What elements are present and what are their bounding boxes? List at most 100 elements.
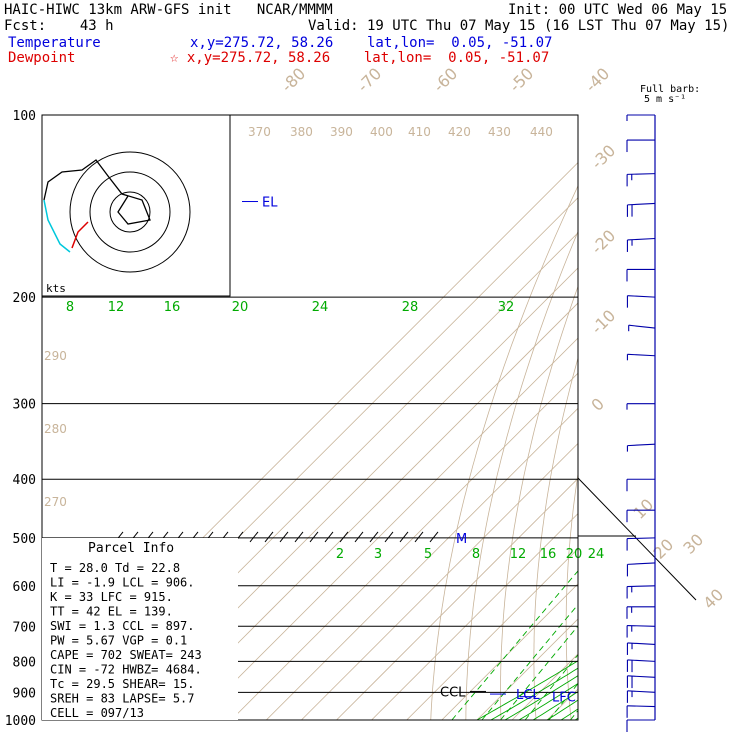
pressure-tick-label: 500 bbox=[13, 532, 36, 547]
dewpoint-profile-line bbox=[592, 115, 740, 720]
parcel-info-row: TT = 42 EL = 139. bbox=[50, 605, 173, 619]
isotherm-label: 10 bbox=[629, 495, 657, 523]
freezing-hatch bbox=[324, 531, 334, 543]
level-marker-label: LCL bbox=[516, 688, 540, 703]
wind-barb bbox=[627, 353, 656, 357]
level-marker-label: CCL bbox=[440, 685, 466, 700]
theta-label: 380 bbox=[290, 125, 313, 139]
wind-barb bbox=[627, 537, 656, 540]
theta-label: 440 bbox=[530, 125, 553, 139]
moist-adiabat-line bbox=[476, 660, 578, 720]
freezing-hatch bbox=[309, 531, 319, 543]
isotherm-label: -10 bbox=[587, 306, 619, 338]
isotherm-line bbox=[160, 302, 578, 720]
mixing-ratio-label: 16 bbox=[164, 300, 181, 315]
parcel-info-row: CIN = -72 HWBZ= 4684. bbox=[50, 663, 202, 677]
isotherm-label: -40 bbox=[581, 64, 613, 96]
hodograph-ring bbox=[69, 151, 191, 273]
parcel-info-row: T = 28.0 Td = 22.8 bbox=[50, 561, 180, 575]
pressure-tick-label: 300 bbox=[13, 398, 36, 413]
parcel-info-row: Tc = 29.5 SHEAR= 15. bbox=[50, 677, 195, 691]
isotherm-line bbox=[406, 548, 578, 720]
freezing-hatch bbox=[294, 531, 304, 543]
theta-label: 290 bbox=[44, 349, 67, 363]
hodograph-unit-label: kts bbox=[46, 282, 66, 295]
mixing-ratio-label: 2 bbox=[336, 547, 344, 562]
freezing-hatch bbox=[354, 531, 364, 543]
moist-adiabat-line bbox=[574, 717, 578, 720]
dewpoint-location: ☆ x,y=275.72, 58.26 lat,lon= 0.05, -51.0… bbox=[170, 50, 550, 66]
parcel-info-row: LI = -1.9 LCL = 906. bbox=[50, 576, 195, 590]
isotherm-line bbox=[617, 115, 740, 720]
theta-label: 430 bbox=[488, 125, 511, 139]
hodograph-ring bbox=[109, 191, 151, 233]
barb-connector bbox=[577, 477, 697, 601]
temperature-location: x,y=275.72, 58.26 lat,lon= 0.05, -51.07 bbox=[190, 35, 553, 51]
parcel-info-row: CELL = 097/13 bbox=[50, 706, 144, 720]
isotherm-line bbox=[441, 583, 578, 720]
freezing-hatch bbox=[249, 531, 259, 543]
hodograph-trace-low bbox=[71, 221, 89, 249]
hodograph-ring bbox=[89, 171, 171, 253]
theta-label: 400 bbox=[370, 125, 393, 139]
dry-adiabat-line bbox=[430, 184, 578, 720]
mixing-ratio-label: 32 bbox=[498, 300, 515, 315]
mixing-ratio-line bbox=[570, 709, 578, 720]
moist-adiabat-line bbox=[504, 675, 578, 720]
dewpoint-legend: Dewpoint bbox=[8, 50, 76, 66]
mixing-ratio-label: 24 bbox=[312, 300, 329, 315]
freezing-hatch bbox=[414, 531, 424, 543]
isotherm-line bbox=[195, 337, 578, 720]
hodograph-frame bbox=[41, 114, 231, 297]
mixing-ratio-label: 20 bbox=[232, 300, 249, 315]
dry-adiabat-line bbox=[465, 230, 578, 720]
dry-adiabat-line bbox=[657, 115, 740, 720]
temperature-legend: Temperature bbox=[8, 35, 101, 51]
isotherm-line bbox=[652, 115, 740, 720]
theta-label: 420 bbox=[448, 125, 471, 139]
freezing-hatch bbox=[339, 531, 349, 543]
isotherm-line bbox=[301, 442, 578, 720]
isotherm-label: -50 bbox=[505, 64, 537, 96]
level-marker-label: EL bbox=[262, 196, 278, 211]
mixing-ratio-line bbox=[609, 538, 740, 720]
parcel-info-row: SWI = 1.3 CCL = 897. bbox=[50, 619, 195, 633]
isotherm-label: -30 bbox=[587, 141, 619, 173]
isotherm-label: 30 bbox=[679, 530, 707, 558]
dry-adiabat-line bbox=[627, 115, 721, 720]
pressure-tick-label: 200 bbox=[13, 291, 36, 306]
isotherm-label: -20 bbox=[587, 226, 619, 258]
pressure-tick-label: 400 bbox=[13, 473, 36, 488]
valid-time: Valid: 19 UTC Thu 07 May 15 (16 LST Thu … bbox=[308, 18, 730, 34]
isotherm-line bbox=[230, 372, 578, 720]
mixing-ratio-label: 8 bbox=[472, 547, 480, 562]
theta-label: 280 bbox=[44, 422, 67, 436]
pressure-tick-label: 900 bbox=[13, 686, 36, 701]
freezing-hatch bbox=[384, 531, 394, 543]
isotherm-label: -60 bbox=[429, 64, 461, 96]
dry-adiabat-line bbox=[533, 356, 578, 720]
dry-adiabat-line bbox=[597, 115, 703, 720]
moist-adiabat-line bbox=[589, 222, 740, 721]
init-time: Init: 00 UTC Wed 06 May 15 bbox=[508, 2, 728, 18]
isotherm-line bbox=[582, 115, 740, 720]
wind-barb bbox=[627, 562, 656, 565]
parcel-info-row: K = 33 LFC = 915. bbox=[50, 590, 173, 604]
mixing-ratio-label: 24 bbox=[588, 547, 605, 562]
pressure-tick-label: 600 bbox=[13, 580, 36, 595]
parcel-info-row: SREH = 83 LAPSE= 5.7 bbox=[50, 692, 195, 706]
parcel-info-box bbox=[42, 538, 238, 720]
level-marker-label: M bbox=[456, 532, 467, 547]
freezing-hatch bbox=[279, 531, 289, 543]
mixing-ratio-label: 28 bbox=[402, 300, 419, 315]
wind-barb bbox=[627, 443, 656, 447]
pressure-tick-label: 1000 bbox=[5, 714, 36, 729]
isotherm-line bbox=[476, 618, 578, 720]
mixing-ratio-label: 5 bbox=[424, 547, 432, 562]
isotherm-line bbox=[336, 477, 578, 720]
moist-adiabat-line bbox=[490, 667, 578, 720]
pressure-tick-label: 800 bbox=[13, 655, 36, 670]
moist-adiabat-line bbox=[603, 222, 740, 721]
forecast-hour: Fcst: 43 h bbox=[4, 18, 114, 34]
wind-barb bbox=[628, 324, 656, 329]
